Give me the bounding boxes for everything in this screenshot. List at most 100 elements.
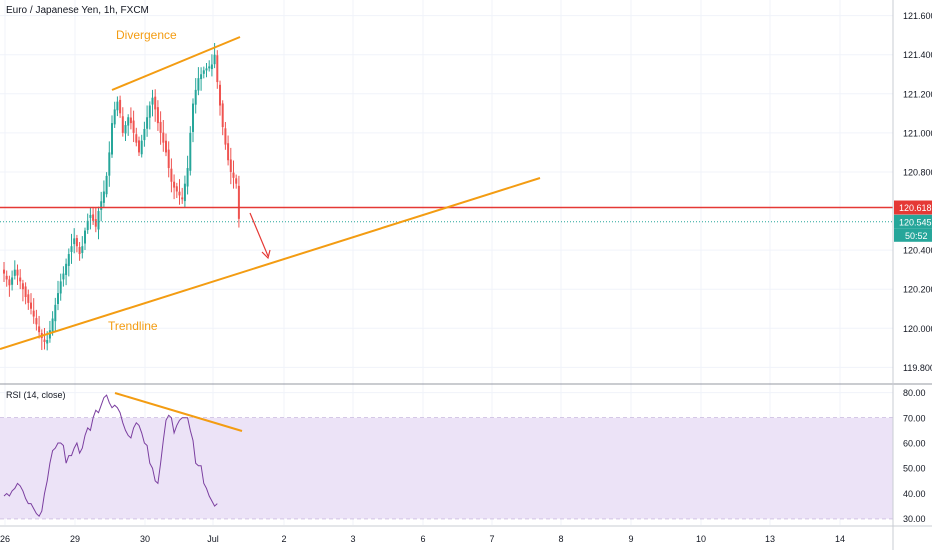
candle-body <box>189 132 192 171</box>
candle-body <box>116 101 119 111</box>
rsi-band <box>0 417 893 519</box>
candle-body <box>186 168 189 187</box>
candle-body <box>197 78 200 91</box>
price-tick-label: 120.200 <box>903 285 932 295</box>
price-tick-label: 119.800 <box>903 363 932 373</box>
candle-body <box>124 125 127 134</box>
time-tick-label: 14 <box>835 534 845 544</box>
candle-body <box>138 140 140 153</box>
candle-body <box>62 273 65 280</box>
candle-body <box>216 55 219 83</box>
candle-body <box>73 238 76 245</box>
price-tick-label: 121.400 <box>903 50 932 60</box>
candle-body <box>32 310 35 317</box>
candle-body <box>30 302 32 309</box>
time-tick-label: Jul <box>207 534 219 544</box>
candle-body <box>229 159 232 172</box>
candle-body <box>43 339 46 342</box>
candle-body <box>51 318 54 332</box>
candle-body <box>38 326 41 333</box>
candle-body <box>111 123 113 155</box>
candle-body <box>97 211 100 230</box>
price-tick-label: 121.600 <box>903 11 932 21</box>
candle-body <box>135 134 138 143</box>
candle-body <box>227 143 230 161</box>
candle-body <box>8 279 11 286</box>
rsi-line <box>3 394 218 518</box>
candle-body <box>221 103 224 128</box>
candle-body <box>213 54 216 65</box>
candle-body <box>173 181 176 188</box>
rsi-tick-label: 30.00 <box>903 514 926 524</box>
candle-body <box>192 103 194 132</box>
resistance-price-tag <box>894 200 932 215</box>
candle-body <box>151 97 154 105</box>
candle-body <box>24 286 27 298</box>
time-tick-label: 7 <box>489 534 494 544</box>
candle-body <box>232 172 235 178</box>
candle-body <box>75 238 78 247</box>
candle-body <box>200 74 203 80</box>
candle-body <box>121 116 124 133</box>
candle-body <box>84 230 86 244</box>
candle-body <box>132 120 135 133</box>
candle-body <box>94 219 97 227</box>
candle-body <box>175 186 178 192</box>
candle-body <box>178 191 181 196</box>
candle-body <box>113 109 116 125</box>
candle-body <box>16 269 19 276</box>
candle-body <box>65 263 68 275</box>
candle-body <box>165 140 167 153</box>
price-tick-label: 120.000 <box>903 324 932 334</box>
rsi-tick-label: 80.00 <box>903 388 926 398</box>
candle-body <box>59 281 62 294</box>
candle-body <box>237 185 240 219</box>
candle-body <box>156 107 159 124</box>
time-tick-label: 10 <box>696 534 706 544</box>
candle-body <box>54 304 57 322</box>
candle-body <box>92 214 95 221</box>
last-price-tag <box>894 214 932 229</box>
candle-body <box>19 277 22 282</box>
candle-body <box>57 293 59 304</box>
candle-body <box>119 99 122 114</box>
candle-body <box>210 64 213 70</box>
time-tick-label: 9 <box>628 534 633 544</box>
candle-body <box>235 178 238 184</box>
candle-body <box>224 128 227 145</box>
rsi-tick-label: 60.00 <box>903 439 926 449</box>
overlay-lines: Divergence Trendline <box>0 28 893 350</box>
time-tick-label: 2 <box>281 534 286 544</box>
candle-body <box>100 201 103 210</box>
candle-body <box>140 140 143 155</box>
candle-body <box>162 132 165 143</box>
candle-body <box>159 121 162 133</box>
candle-body <box>13 269 16 276</box>
candle-body <box>78 247 81 255</box>
candle-body <box>205 68 208 71</box>
candles <box>3 42 240 351</box>
candle-body <box>81 246 84 253</box>
candle-body <box>202 70 205 74</box>
candle-body <box>167 149 170 169</box>
candle-body <box>219 84 221 106</box>
last-price-label: 120.545 <box>899 217 932 227</box>
candle-body <box>5 275 8 280</box>
candle-body <box>35 318 38 325</box>
price-divergence-line <box>111 36 241 91</box>
time-tick-label: 13 <box>765 534 775 544</box>
price-tick-label: 121.000 <box>903 128 932 138</box>
trendline-label: Trendline <box>108 319 158 333</box>
candle-body <box>148 105 151 118</box>
rsi-tick-label: 70.00 <box>903 413 926 423</box>
candle-body <box>154 96 157 110</box>
candle-body <box>46 340 49 344</box>
countdown-tag <box>894 228 932 242</box>
candle-body <box>208 66 211 69</box>
candle-body <box>67 254 70 266</box>
candle-body <box>183 183 186 202</box>
resistance-price-label: 120.618 <box>899 203 932 213</box>
rsi-title: RSI (14, close) <box>6 390 66 400</box>
